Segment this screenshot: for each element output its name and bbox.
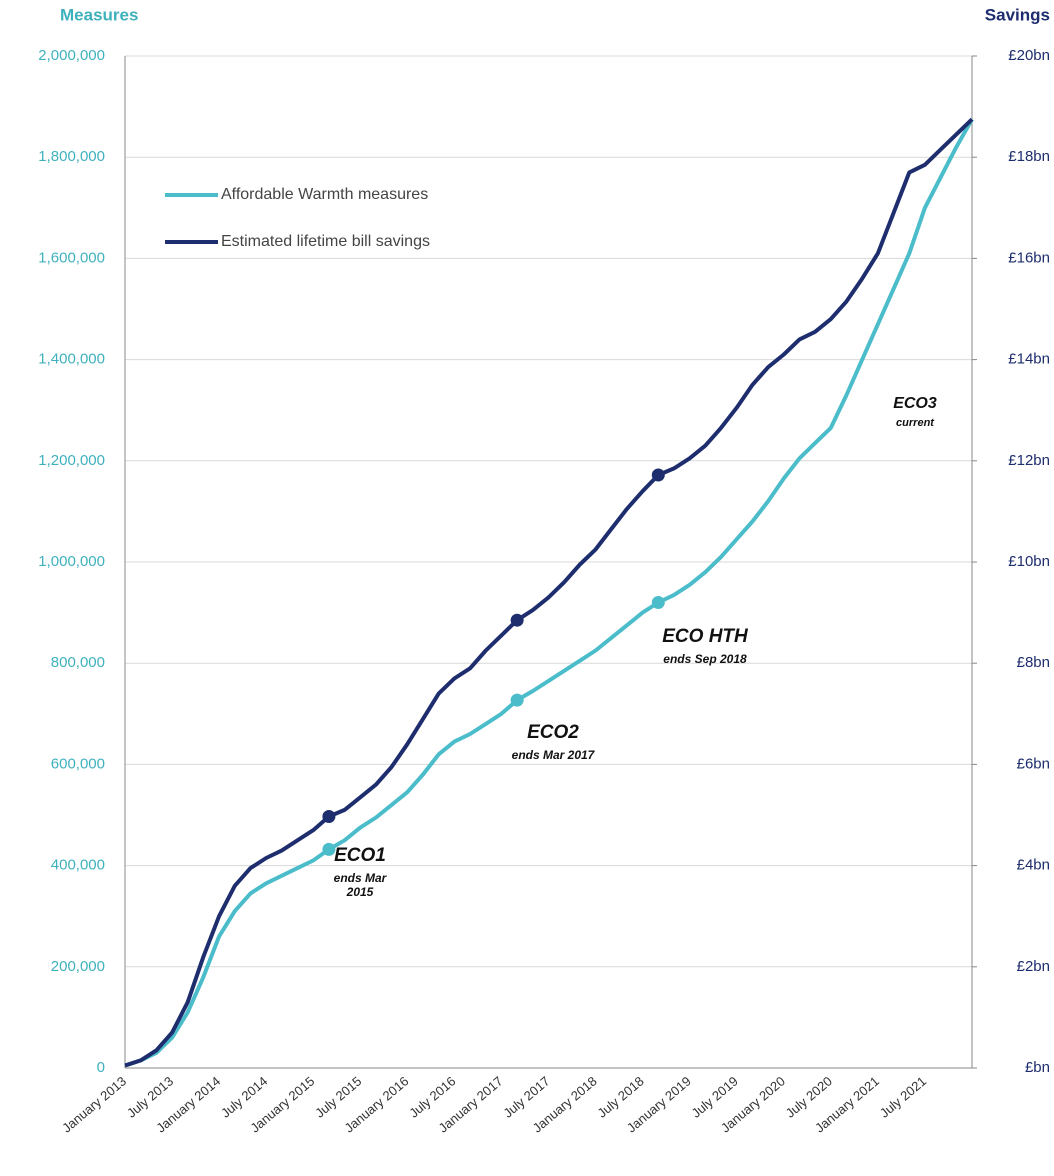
annotation-note: ends Mar 2015	[333, 871, 387, 899]
y-tick-label: 1,000,000	[38, 553, 105, 570]
annotation: ECO3 current	[865, 395, 965, 429]
y-tick-label: 200,000	[51, 958, 105, 975]
x-tick-label: January 2013	[59, 1073, 129, 1135]
y2-tick-label: £6bn	[1017, 755, 1050, 772]
y2-tick-label: £8bn	[1017, 654, 1050, 671]
legend-label: Affordable Warmth measures	[221, 186, 428, 203]
y2-tick-label: £18bn	[1008, 148, 1050, 165]
y2-tick-label: £2bn	[1017, 958, 1050, 975]
y2-tick-label: £10bn	[1008, 553, 1050, 570]
milestone-marker	[510, 693, 524, 707]
y2-tick-label: £4bn	[1017, 857, 1050, 874]
y2-tick-label: £16bn	[1008, 249, 1050, 266]
y-tick-label: 1,400,000	[38, 351, 105, 368]
annotation-note: ends Sep 2018	[663, 652, 747, 666]
milestone-marker	[651, 468, 665, 482]
y2-tick-label: £14bn	[1008, 351, 1050, 368]
annotation-note: ends Mar 2017	[511, 748, 595, 762]
x-tick-label: July 2021	[877, 1073, 929, 1120]
y-tick-label: 800,000	[51, 654, 105, 671]
y-tick-label: 1,200,000	[38, 452, 105, 469]
milestone-marker	[510, 613, 524, 627]
y-tick-label: 0	[97, 1059, 105, 1076]
annotation-note: current	[896, 417, 934, 429]
y-tick-label: 1,800,000	[38, 148, 105, 165]
legend-label: Estimated lifetime bill savings	[221, 233, 430, 250]
annotation: ECO HTH ends Sep 2018	[635, 626, 775, 666]
annotation-title: ECO1	[334, 845, 386, 866]
annotation-title: ECO2	[527, 722, 579, 743]
annotation: ECO2 ends Mar 2017	[483, 722, 623, 762]
milestone-marker	[651, 595, 665, 609]
y-tick-label: 400,000	[51, 857, 105, 874]
annotation-title: ECO HTH	[662, 626, 748, 647]
y2-tick-label: £20bn	[1008, 47, 1050, 64]
y-axis-title: Measures	[60, 5, 138, 24]
milestone-marker	[322, 842, 336, 856]
y2-tick-label: £bn	[1025, 1059, 1050, 1076]
y2-tick-label: £12bn	[1008, 452, 1050, 469]
annotation: ECO1 ends Mar 2015	[300, 845, 420, 899]
y-tick-label: 600,000	[51, 755, 105, 772]
annotation-title: ECO3	[893, 395, 937, 412]
series-line	[124, 118, 974, 1068]
y-tick-label: 2,000,000	[38, 47, 105, 64]
y2-axis-title: Savings	[985, 5, 1050, 24]
series-line	[124, 117, 974, 1068]
y-tick-label: 1,600,000	[38, 249, 105, 266]
milestone-marker	[322, 810, 336, 824]
